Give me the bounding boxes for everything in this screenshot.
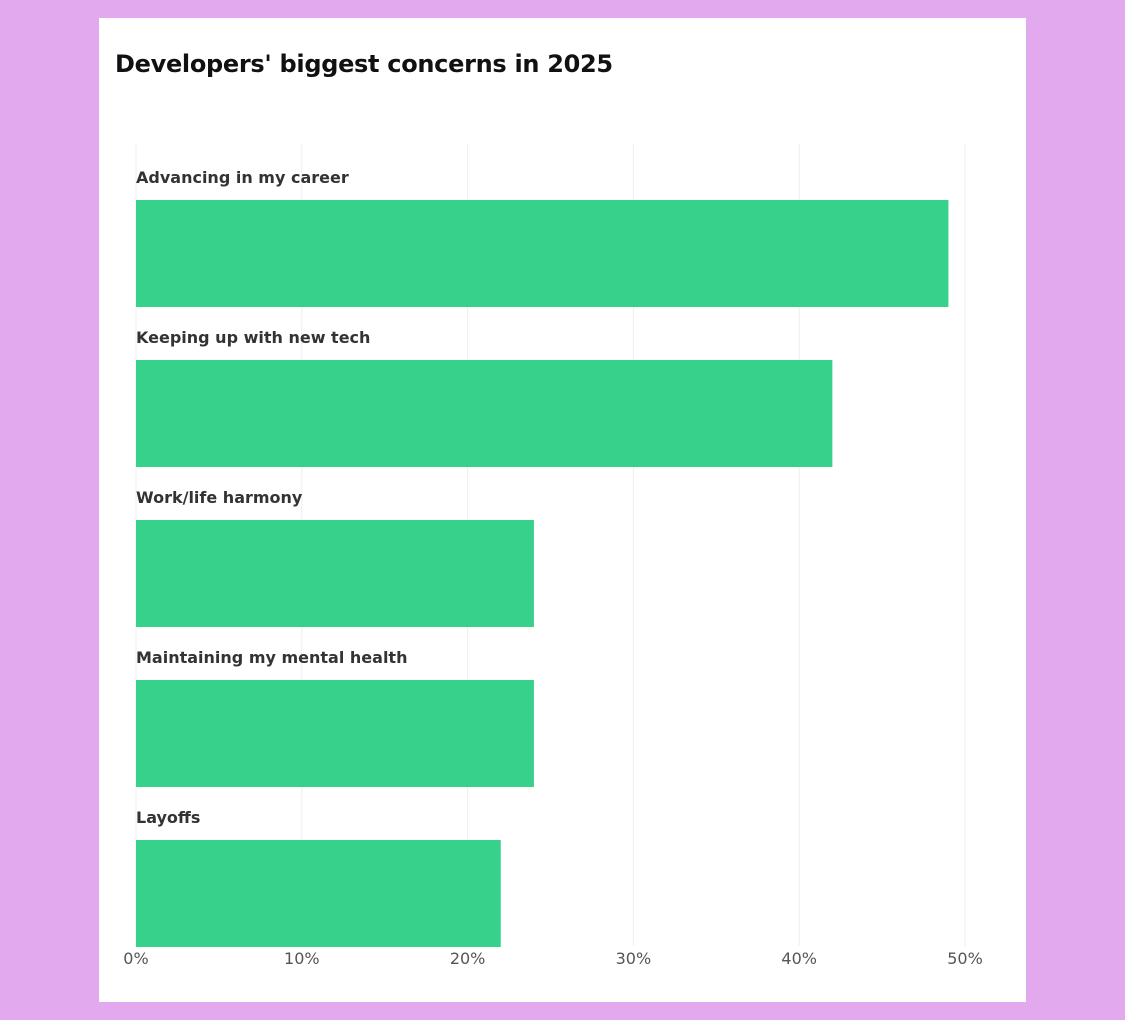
category-label: Advancing in my career (136, 168, 349, 187)
category-label: Keeping up with new tech (136, 328, 370, 347)
category-label: Work/life harmony (136, 488, 303, 507)
bar (136, 840, 501, 947)
category-label: Maintaining my mental health (136, 648, 407, 667)
chart-title: Developers' biggest concerns in 2025 (115, 50, 613, 78)
x-tick-label: 40% (781, 949, 817, 968)
x-tick-label: 50% (947, 949, 983, 968)
chart-plot: Advancing in my career Keeping up with ne… (123, 144, 983, 968)
chart-card: Developers' biggest concerns in 2025 Adv… (99, 18, 1026, 1002)
x-tick-label: 20% (450, 949, 486, 968)
bar (136, 360, 833, 467)
bar (136, 200, 949, 307)
bar (136, 520, 534, 627)
x-tick-label: 10% (284, 949, 320, 968)
bar (136, 680, 534, 787)
x-tick-label: 30% (616, 949, 652, 968)
x-tick-label: 0% (123, 949, 148, 968)
category-label: Layoffs (136, 808, 200, 827)
